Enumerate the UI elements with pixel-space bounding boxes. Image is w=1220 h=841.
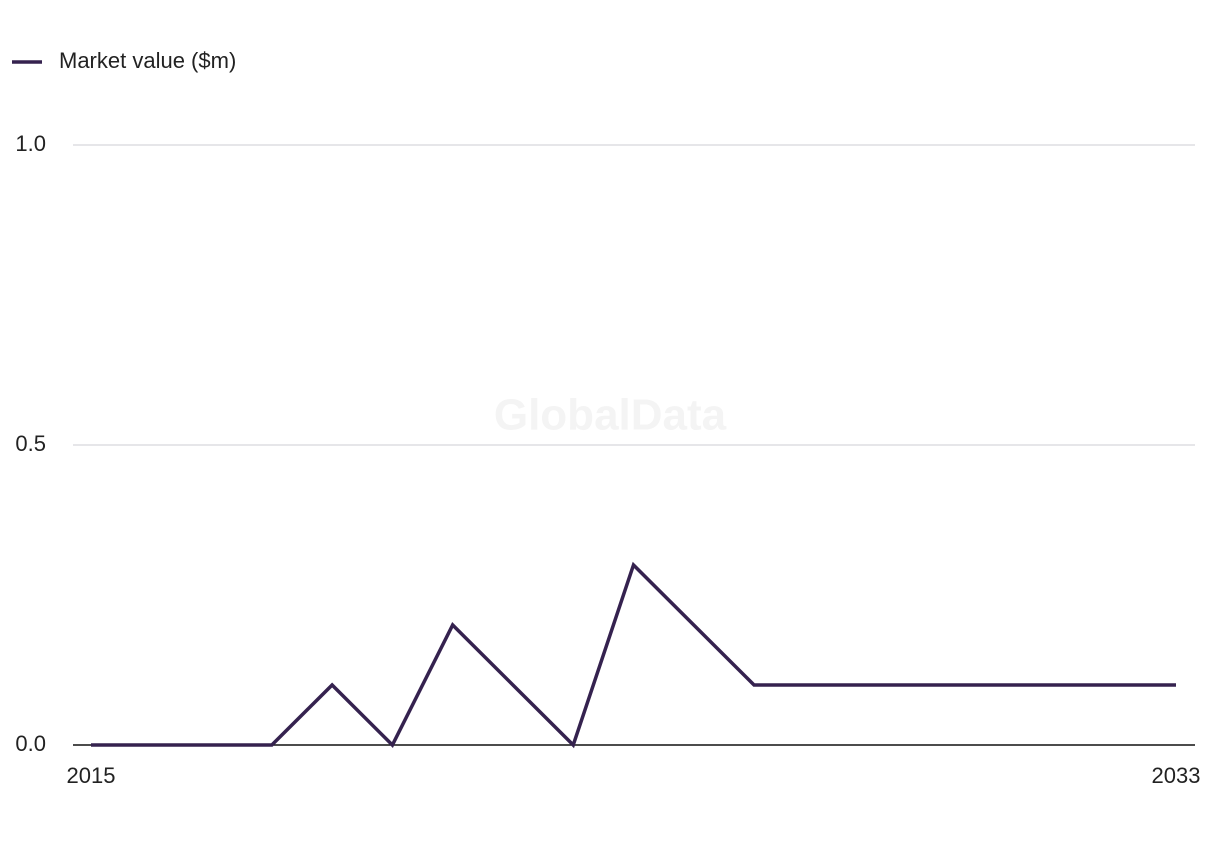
legend-label: Market value ($m) [59, 48, 236, 73]
x-tick-label: 2015 [67, 763, 116, 788]
x-tick-label: 2033 [1152, 763, 1201, 788]
y-tick-label: 0.0 [15, 731, 46, 756]
watermark: GlobalData [494, 391, 727, 440]
y-tick-label: 0.5 [15, 431, 46, 456]
series-line [91, 561, 1176, 749]
y-tick-label: 1.0 [15, 131, 46, 156]
